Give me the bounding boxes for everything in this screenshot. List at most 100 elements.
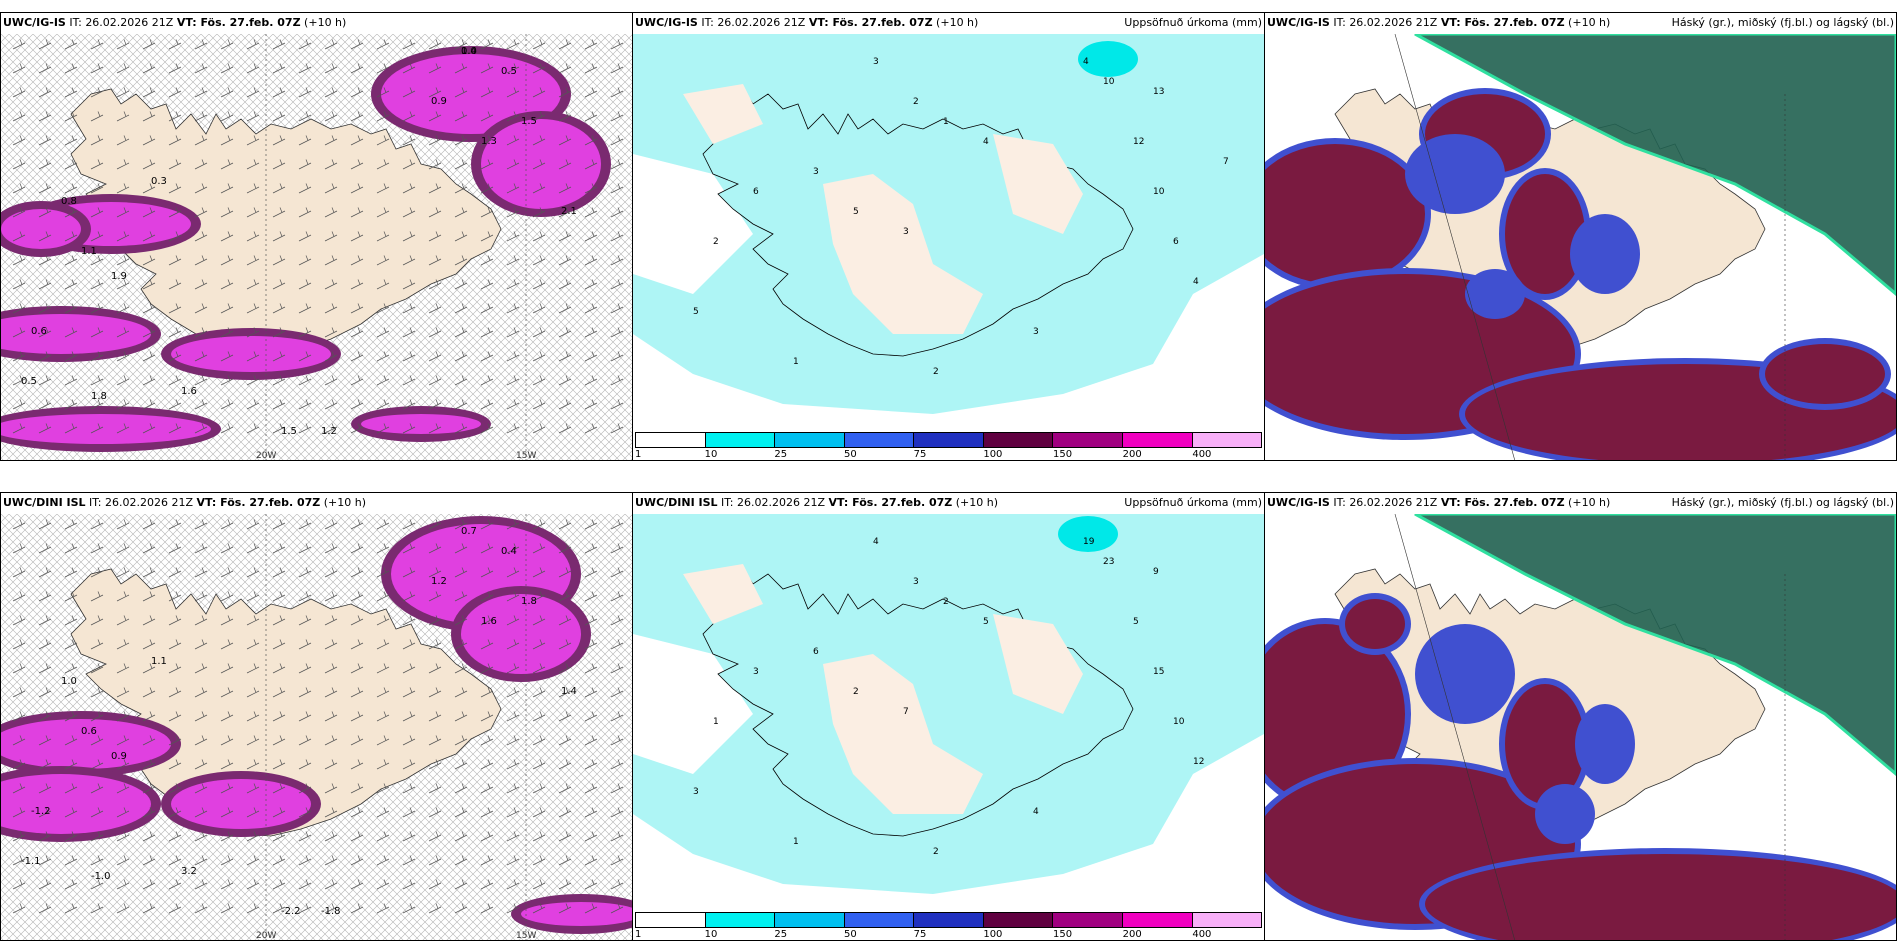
precip-value-label: 2 (713, 237, 719, 247)
panel-header: UWC/IG-IS IT: 26.02.2026 21Z VT: Fös. 27… (633, 13, 1264, 33)
precip-value-label: 4 (983, 137, 989, 147)
snow-area (1, 414, 211, 444)
model-name: UWC/IG-IS (1267, 16, 1330, 29)
precip-value-label: 2 (853, 687, 859, 697)
precip-value-label: 2 (933, 367, 939, 377)
snow-value-label: 1.1 (81, 246, 97, 257)
legend-tick: 10 (704, 929, 718, 940)
precip-value-label: 3 (1033, 327, 1039, 337)
legend-swatch (844, 913, 915, 927)
precip-value-label: 6 (813, 647, 819, 657)
legend-swatch (775, 433, 845, 447)
legend-tick: 200 (1122, 929, 1142, 940)
snow-area (1, 774, 151, 834)
legend-colorbar (635, 432, 1262, 448)
precip-area-cyan (1078, 41, 1138, 77)
panel-header: UWC/IG-IS IT: 26.02.2026 21Z VT: Fös. 27… (1265, 493, 1896, 513)
low-cloud-area (1265, 624, 1405, 804)
field-title: Háský (gr.), miðský (fj.bl.) og lágský (… (1671, 496, 1894, 509)
precip-value-label: 3 (913, 577, 919, 587)
panel-header: UWC/DINI ISL IT: 26.02.2026 21Z VT: Fös.… (1, 493, 632, 513)
lead-time: (+10 h) (1564, 496, 1611, 509)
panel-header: UWC/DINI ISL IT: 26.02.2026 21Z VT: Fös.… (633, 493, 1264, 513)
init-time: IT: 26.02.2026 21Z (85, 496, 197, 509)
legend-swatch (1053, 433, 1123, 447)
snow-value-label: 1.8 (521, 596, 537, 607)
snow-value-label: 0.4 (461, 46, 477, 57)
model-name: UWC/IG-IS (1267, 496, 1330, 509)
precip-legend: 1 10 25 50 75 100 150 200 400 (633, 912, 1264, 940)
field-title: Háský (gr.), miðský (fj.bl.) og lágský (… (1671, 16, 1894, 29)
lon-label: 15W (516, 931, 536, 941)
legend-swatch (1122, 433, 1193, 447)
wind-barbs (12, 519, 624, 914)
mid-cloud-area (1465, 269, 1525, 319)
legend-tick: 1 (635, 929, 642, 940)
precip-value-label: 1 (793, 837, 799, 847)
wind-map: 0.7 0.4 1.2 1.8 1.6 1.0 0.6 0.9 1.1 -1.2 -1.1 -1.0 3… (1, 514, 632, 941)
legend-tick: 50 (844, 929, 857, 940)
precip-value-label: 3 (873, 57, 879, 67)
precip-value-label: 10 (1103, 77, 1115, 87)
dry-area (823, 654, 983, 814)
valid-time: VT: Fös. 27.feb. 07Z (1440, 496, 1565, 509)
model-name: UWC/IG-IS (635, 16, 698, 29)
precip-value-label: 3 (813, 167, 819, 177)
precip-value-label: 15 (1153, 667, 1164, 677)
legend-tick: 50 (844, 449, 857, 460)
panel-header: UWC/IG-IS IT: 26.02.2026 21Z VT: Fös. 27… (1265, 13, 1896, 33)
legend-swatch (1122, 913, 1193, 927)
precip-value-label: 5 (693, 307, 699, 317)
snow-value-label: 1.6 (181, 386, 197, 397)
mid-cloud-area (1405, 134, 1505, 214)
dry-area (683, 84, 763, 144)
run-info: UWC/DINI ISL IT: 26.02.2026 21Z VT: Fös.… (3, 493, 366, 513)
legend-tick: 400 (1192, 929, 1212, 940)
mid-cloud-area (1570, 214, 1640, 294)
model-name: UWC/DINI ISL (635, 496, 718, 509)
precip-value-label: 10 (1173, 717, 1185, 727)
init-time: IT: 26.02.2026 21Z (717, 496, 829, 509)
lon-label: 20W (256, 451, 276, 461)
snow-value-label: -1.2 (31, 806, 51, 817)
legend-swatch (844, 433, 915, 447)
precip-value-label: 2 (913, 97, 919, 107)
snow-value-label: 1.8 (91, 391, 107, 402)
snow-value-label: 1.5 (521, 116, 537, 127)
snow-value-label: 1.2 (321, 426, 337, 437)
snow-area (521, 902, 632, 926)
mid-cloud-area (1415, 624, 1515, 724)
precip-value-label: 5 (983, 617, 989, 627)
legend-tick: 25 (774, 449, 788, 460)
lead-time: (+10 h) (320, 496, 367, 509)
low-cloud-area (1345, 599, 1405, 649)
legend-tick: 100 (983, 929, 1003, 940)
snow-area (1, 314, 151, 354)
legend-swatch (914, 913, 984, 927)
precip-value-label: 1 (713, 717, 719, 727)
panel-cloud-dini: UWC/IG-IS IT: 26.02.2026 21Z VT: Fös. 27… (1264, 492, 1897, 941)
mid-cloud-area (1575, 704, 1635, 784)
snow-value-label: 0.9 (431, 96, 447, 107)
snow-value-label: 1.0 (461, 46, 477, 57)
wind-barbs (12, 39, 624, 434)
snow-value-label: 3.2 (181, 866, 197, 877)
precip-value-label: 2 (943, 597, 949, 607)
precip-value-label: 3 (693, 787, 699, 797)
snow-value-label: -1.1 (21, 856, 41, 867)
field-title: Uppsöfnuð úrkoma (mm) (1124, 16, 1262, 29)
snow-value-label: 1.3 (481, 136, 497, 147)
low-cloud-area (1265, 144, 1425, 284)
snow-value-label: 0.6 (81, 726, 97, 737)
precip-value-label: 5 (1133, 617, 1139, 627)
snow-value-label: 0.7 (461, 526, 477, 537)
precip-value-label: 7 (903, 707, 909, 717)
snow-value-label: 0.9 (111, 751, 127, 762)
lon-label: 15W (516, 451, 536, 461)
snow-value-label: 1.5 (281, 426, 297, 437)
run-info: UWC/IG-IS IT: 26.02.2026 21Z VT: Fös. 27… (1267, 13, 1610, 33)
legend-tick: 400 (1192, 449, 1212, 460)
legend-tick: 1 (635, 449, 642, 460)
precip-value-label: 1 (943, 117, 949, 127)
run-info: UWC/IG-IS IT: 26.02.2026 21Z VT: Fös. 27… (635, 13, 978, 33)
